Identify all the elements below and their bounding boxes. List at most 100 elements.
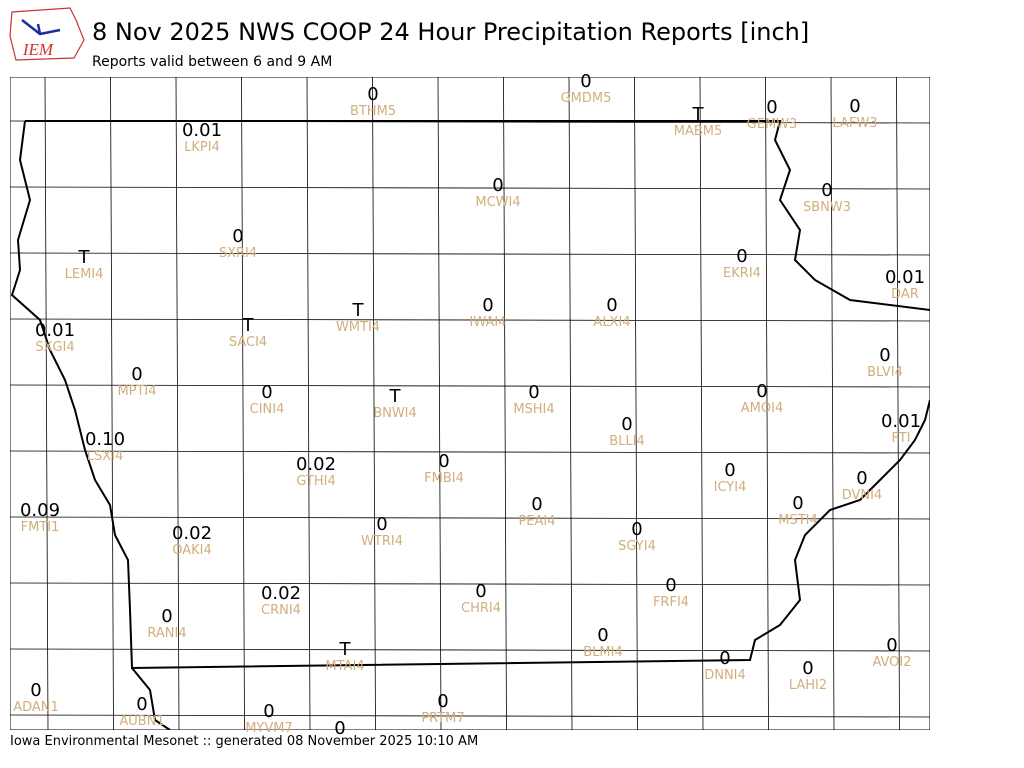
station-value: T: [389, 386, 402, 407]
station-value: 0: [580, 71, 591, 92]
station-id: EKRI4: [723, 266, 761, 281]
station-id: LEMI4: [65, 267, 104, 282]
station-id: CINI4: [250, 402, 285, 417]
station-value: T: [242, 315, 255, 336]
station-id: PRTM7: [421, 711, 464, 726]
station-id: AMOI4: [741, 401, 783, 416]
logo-text: IEM: [22, 40, 54, 59]
station-id: WTRI4: [361, 534, 403, 549]
footer: Iowa Environmental Mesonet :: generated …: [10, 734, 478, 749]
subtitle: Reports valid between 6 and 9 AM: [92, 54, 332, 70]
logo-mark: [21, 19, 61, 36]
station-value: 0.09: [20, 500, 60, 521]
title: 8 Nov 2025 NWS COOP 24 Hour Precipitatio…: [92, 18, 809, 46]
station-id: LSXI4: [87, 449, 124, 464]
station-id: MSTI4: [778, 513, 818, 528]
station-value: 0: [756, 381, 767, 402]
station-value: 0: [376, 514, 387, 535]
state-border: [10, 120, 930, 730]
stations: 0BTHM50GMDM5TMABM50GEMW30LAFW30.01LKPI40…: [13, 71, 925, 739]
station-id: ADAN1: [13, 700, 59, 715]
station-value: 0: [261, 382, 272, 403]
station-value: 0.01: [885, 267, 925, 288]
station-value: 0: [879, 345, 890, 366]
station-id: SACI4: [229, 335, 267, 350]
station-id: GMDM5: [561, 91, 612, 106]
station-value: 0.02: [261, 583, 301, 604]
station-value: 0.02: [172, 523, 212, 544]
station-id: PEAI4: [518, 514, 555, 529]
station-value: 0: [136, 694, 147, 715]
station-value: 0: [606, 295, 617, 316]
station-value: 0.02: [296, 454, 336, 475]
station-id: CHRI4: [461, 601, 501, 616]
station-id: MTAI4: [325, 659, 364, 674]
station-id: GEMW3: [747, 117, 798, 132]
map: [10, 77, 930, 730]
station-value: 0: [766, 97, 777, 118]
station-value: 0.10: [85, 429, 125, 450]
station-id: BNWI4: [373, 406, 417, 421]
station-value: 0.01: [182, 120, 222, 141]
station-id: DNNI4: [704, 668, 746, 683]
station-value: 0: [531, 494, 542, 515]
station-value: 0: [438, 451, 449, 472]
station-id: MCWI4: [475, 195, 520, 210]
station-value: 0: [482, 295, 493, 316]
station-id: MABM5: [674, 124, 723, 139]
station-id: MSHI4: [513, 402, 554, 417]
station-id: BLMI4: [583, 645, 622, 660]
station-value: 0: [886, 635, 897, 656]
station-id: WMTI4: [336, 320, 380, 335]
logo-outline: [9, 7, 85, 61]
county-lines: [10, 77, 930, 730]
station-value: 0: [161, 606, 172, 627]
station-value: 0: [719, 648, 730, 669]
station-id: FMTI1: [21, 520, 60, 535]
station-id: SGYI4: [618, 539, 656, 554]
station-value: T: [339, 639, 352, 660]
station-value: 0: [367, 84, 378, 105]
station-value: 0: [232, 226, 243, 247]
station-id: DVNI4: [842, 488, 883, 503]
station-id: ALXI4: [593, 315, 630, 330]
station-value: 0: [334, 718, 345, 739]
station-id: BLVI4: [867, 365, 903, 380]
station-value: 0.01: [881, 411, 921, 432]
station-id: SBNW3: [803, 200, 851, 215]
station-value: 0: [263, 701, 274, 722]
station-value: 0: [131, 364, 142, 385]
station-value: 0: [802, 658, 813, 679]
station-id: LAFW3: [832, 116, 877, 131]
station-value: 0: [597, 625, 608, 646]
station-id: SXRI4: [219, 246, 257, 261]
station-id: FTI: [891, 431, 910, 446]
station-id: SXGI4: [35, 340, 74, 355]
station-id: RANI4: [147, 626, 186, 641]
station-id: GTHI4: [296, 474, 335, 489]
station-value: 0: [475, 581, 486, 602]
station-value: 0: [528, 382, 539, 403]
county-grid: [10, 77, 930, 730]
station-value: T: [692, 104, 705, 125]
station-id: ICYI4: [714, 480, 747, 495]
station-id: LAHI2: [789, 678, 827, 693]
station-value: 0: [621, 414, 632, 435]
station-id: OAKI4: [172, 543, 212, 558]
station-value: T: [78, 247, 91, 268]
station-value: 0: [792, 493, 803, 514]
station-value: 0: [631, 519, 642, 540]
station-value: 0: [492, 175, 503, 196]
station-id: FMBI4: [424, 471, 464, 486]
station-id: CRNI4: [261, 603, 301, 618]
station-value: 0: [736, 246, 747, 267]
station-value: T: [352, 300, 365, 321]
station-id: LKPI4: [184, 140, 220, 155]
station-id: MYVM7: [245, 721, 293, 736]
station-value: 0: [821, 180, 832, 201]
station-value: 0: [30, 680, 41, 701]
station-id: MPTI4: [117, 384, 156, 399]
station-value: 0: [665, 575, 676, 596]
